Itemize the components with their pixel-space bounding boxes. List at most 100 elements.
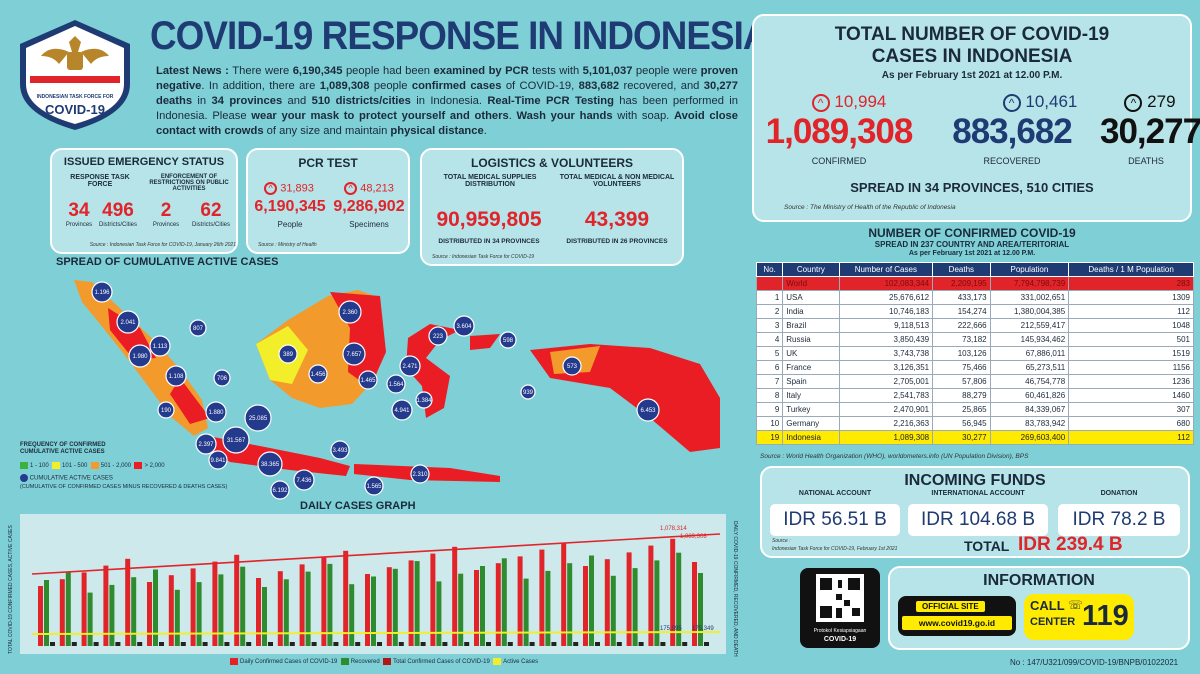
districts-label: Districts/Cities	[191, 222, 230, 228]
deaths-bar	[682, 642, 688, 646]
deaths-bar	[159, 642, 164, 646]
pcr-title: PCR TEST	[298, 156, 358, 170]
official-site-url[interactable]: www.covid19.go.id	[902, 616, 1012, 630]
daily-confirmed-bar	[125, 558, 131, 646]
increase-icon: ^	[1002, 93, 1021, 112]
table-cell: 1156	[1068, 360, 1194, 375]
daily-confirmed-bar	[692, 562, 697, 646]
graph-legend: Daily Confirmed Cases of COVID-19 Recove…	[230, 658, 538, 665]
call-number: 119	[1082, 600, 1129, 632]
col-header: Country	[782, 262, 840, 277]
table-row-indonesia: 19 Indonesia 1,089,308 30,277 269,603,400 112	[755, 430, 1194, 445]
qr-label-2: COVID-19	[823, 636, 857, 643]
daily-confirmed-bar	[190, 568, 196, 646]
increase-icon: ^	[344, 182, 358, 195]
bubble-label: 190	[161, 408, 172, 414]
bubble-label: 939	[523, 390, 534, 396]
qr-code-icon[interactable]	[800, 568, 880, 628]
call-label-1: CALL	[1030, 598, 1065, 613]
daily-confirmed-bar	[386, 567, 392, 646]
world-source: Source : World Health Organization (WHO)…	[760, 453, 1029, 460]
bubble-label: 9.841	[210, 458, 226, 464]
funds-title: INCOMING FUNDS	[904, 472, 1046, 489]
international-account-label: INTERNATIONAL ACCOUNT	[931, 490, 1025, 497]
funds-source-1: Source :	[772, 538, 791, 544]
recovered-bar	[305, 571, 311, 646]
table-cell: 73,182	[932, 332, 991, 347]
daily-confirmed-bar	[648, 545, 654, 646]
deaths-bar	[333, 642, 339, 646]
document-number: No : 147/U321/099/COVID-19/BNPB/01022021	[1010, 658, 1179, 667]
table-cell: Russia	[782, 332, 840, 347]
map-circle-legend: CUMULATIVE ACTIVE CASES	[20, 474, 113, 482]
col-header: Population	[989, 262, 1070, 277]
daily-confirmed-bar	[430, 553, 436, 646]
world-cases-table: No. Country Number of Cases Deaths Popul…	[755, 262, 1194, 445]
bubble-label: 573	[567, 364, 578, 370]
recovered-bar	[87, 592, 93, 646]
bubble-label: 2.041	[120, 320, 136, 326]
bubble-label: 2.397	[198, 442, 214, 448]
table-row: 10 Germany 2,216,363 56,945 83,783,942 680	[755, 416, 1194, 431]
sulawesi-island	[406, 324, 460, 418]
table-cell: 2,209,195	[932, 276, 991, 291]
recovered-bar	[698, 573, 703, 646]
daily-confirmed-bar	[365, 574, 370, 646]
totals-asof: As per February 1st 2021 at 12.00 P.M.	[881, 70, 1063, 81]
call-center-button[interactable]: CALL ☏ CENTER 119	[1024, 594, 1134, 640]
daily-confirmed-bar	[343, 550, 349, 646]
deaths-bar	[398, 642, 404, 646]
table-cell: 433,173	[932, 290, 991, 305]
table-cell: 3,850,439	[838, 332, 934, 347]
totals-source: Source : The Ministry of Health of the R…	[784, 204, 956, 211]
table-row-world: World 102,083,344 2,209,195 7,794,798,73…	[755, 276, 1194, 291]
table-cell: 2,705,001	[838, 374, 934, 389]
bubble-label: 223	[433, 334, 444, 340]
table-cell: Italy	[782, 388, 840, 403]
table-cell: 56,945	[932, 416, 991, 431]
table-row: 1 USA 25,676,612 433,173 331,002,651 1309	[755, 290, 1194, 305]
funds-total: IDR 239.4 B	[1018, 534, 1123, 555]
official-site-link[interactable]: OFFICIAL SITE www.covid19.go.id	[898, 596, 1016, 636]
deaths-bar	[268, 642, 273, 646]
page-title: COVID-19 RESPONSE IN INDONESIA	[150, 14, 770, 58]
bubble-label: 25.085	[249, 416, 268, 422]
legend-swatch-yellow	[52, 462, 61, 469]
bubble-label: 2.310	[412, 472, 428, 478]
daily-confirmed-bar	[626, 552, 632, 646]
deaths-bar	[377, 642, 382, 646]
map-legend: 1 - 100 101 - 500 501 - 2,000 > 2,000	[20, 462, 165, 469]
bubble-label: 1.108	[168, 374, 184, 380]
sumatra-south-region	[170, 378, 210, 424]
supplies-distribution: DISTRIBUTED IN 34 PROVINCES	[438, 238, 540, 245]
restrictions-label: ENFORCEMENT OF RESTRICTIONS ON PUBLIC AC…	[149, 174, 229, 192]
task-force-districts: 496	[102, 200, 134, 221]
recovered-bar	[44, 580, 49, 646]
legend-swatch-orange	[90, 462, 99, 469]
bubble-label: 4.941	[394, 408, 410, 414]
bubble-label: 706	[217, 376, 228, 382]
table-cell: 19	[755, 430, 784, 445]
deaths-bar	[93, 642, 99, 646]
table-cell: 75,466	[932, 360, 991, 375]
table-row: 7 Spain 2,705,001 57,806 46,754,778 1236	[755, 374, 1194, 389]
table-cell: 222,666	[932, 318, 991, 333]
deaths-bar	[420, 642, 426, 646]
daily-confirmed-bar	[517, 556, 523, 646]
table-cell: 103,126	[932, 346, 991, 361]
phone-icon: ☏	[1068, 598, 1084, 612]
deaths-bar	[224, 642, 230, 646]
bubble-label: 3.493	[332, 448, 348, 454]
restrictions-provinces: 2	[160, 200, 172, 221]
qr-label-1: Protokol Kesiapsiagaan	[813, 628, 867, 634]
daily-confirmed-bar	[495, 563, 501, 646]
recovered-bar	[589, 555, 594, 646]
pcr-people-label: People	[277, 220, 303, 229]
table-cell: Indonesia	[782, 430, 840, 445]
table-cell: 7	[755, 374, 784, 389]
table-cell: 9,118,513	[838, 318, 934, 333]
table-cell: 501	[1068, 332, 1194, 347]
table-row: 5 UK 3,743,738 103,126 67,886,011 1519	[755, 346, 1194, 361]
table-cell: 57,806	[932, 374, 991, 389]
recovered-bar	[458, 573, 464, 646]
